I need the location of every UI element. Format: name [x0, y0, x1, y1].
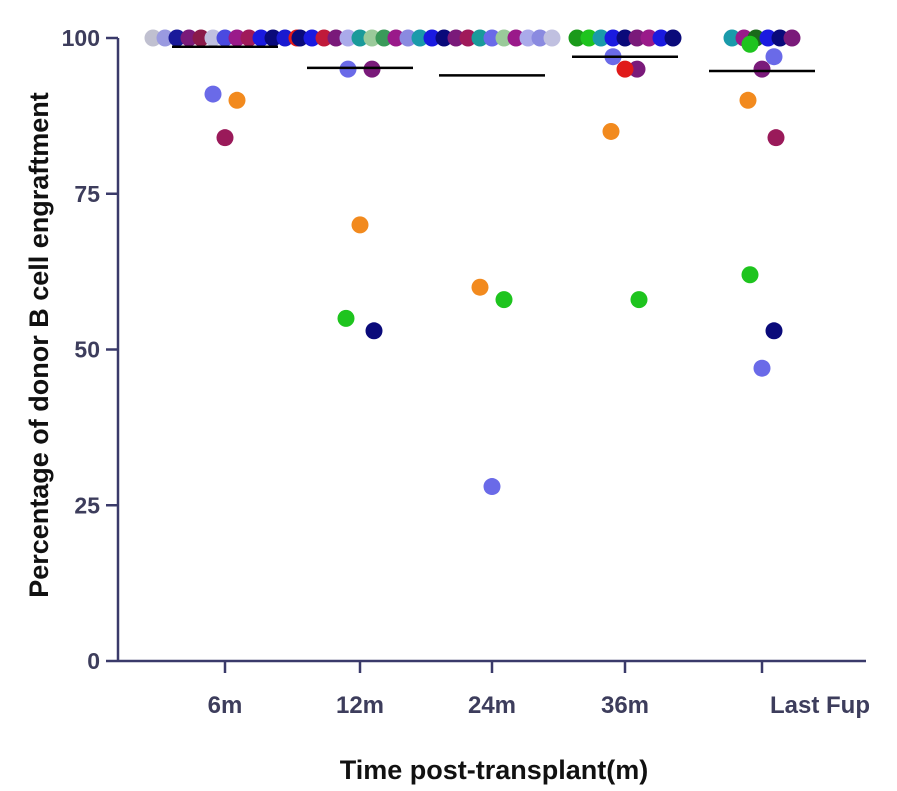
x-ticks: 6m 12m 24m 36m Last Fup	[208, 661, 870, 719]
data-point	[604, 29, 622, 47]
data-point	[276, 29, 294, 47]
data-point	[519, 29, 537, 47]
data-point	[507, 29, 525, 47]
data-point	[767, 129, 785, 147]
y-tick-label: 100	[62, 25, 100, 51]
data-point	[303, 29, 321, 47]
data-point	[351, 216, 369, 234]
data-point	[753, 359, 771, 377]
data-point	[365, 322, 383, 340]
data-point	[723, 29, 741, 47]
data-point	[602, 122, 620, 140]
data-point	[592, 29, 610, 47]
data-point	[771, 29, 789, 47]
data-point	[652, 29, 670, 47]
data-point	[495, 29, 513, 47]
data-point	[180, 29, 198, 47]
data-point	[759, 29, 777, 47]
data-point	[375, 29, 393, 47]
data-point	[351, 29, 369, 47]
data-point	[628, 29, 646, 47]
data-point	[363, 29, 381, 47]
data-point	[664, 29, 682, 47]
data-point	[483, 478, 501, 496]
data-point	[531, 29, 549, 47]
data-point	[739, 91, 757, 109]
data-point	[543, 29, 561, 47]
data-point	[204, 29, 222, 47]
y-tick-label: 75	[74, 181, 100, 207]
x-axis: 6m 12m 24m 36m Last Fup	[118, 659, 870, 719]
data-point	[580, 29, 598, 47]
data-point	[630, 291, 648, 309]
data-point	[435, 29, 453, 47]
x-tick-label: 36m	[601, 692, 649, 719]
data-point	[471, 278, 489, 296]
data-point	[471, 29, 489, 47]
data-point	[616, 29, 634, 47]
data-point	[315, 29, 333, 47]
data-point	[228, 29, 246, 47]
data-point	[252, 29, 270, 47]
data-point	[741, 35, 759, 53]
y-tick-label: 50	[74, 337, 100, 363]
data-point	[216, 129, 234, 147]
x-tick-label: 12m	[336, 692, 384, 719]
data-point	[783, 29, 801, 47]
data-point	[411, 29, 429, 47]
data-point	[616, 60, 634, 78]
data-point	[640, 29, 658, 47]
data-point	[741, 266, 759, 284]
y-tick-label: 25	[74, 492, 100, 518]
data-point	[240, 29, 258, 47]
data-point	[144, 29, 162, 47]
data-point	[337, 309, 355, 327]
data-points	[144, 29, 801, 496]
data-point	[459, 29, 477, 47]
x-tick-label: 24m	[468, 692, 516, 719]
data-point	[628, 60, 646, 78]
data-point	[204, 85, 222, 103]
data-point	[387, 29, 405, 47]
data-point	[339, 29, 357, 47]
data-point	[483, 29, 501, 47]
data-point	[168, 29, 186, 47]
data-point	[753, 60, 771, 78]
data-point	[399, 29, 417, 47]
y-tick-label: 0	[87, 648, 100, 674]
data-point	[765, 322, 783, 340]
data-point	[156, 29, 174, 47]
y-ticks: 0 25 50 75 100	[62, 25, 118, 674]
data-point	[765, 48, 783, 66]
x-tick-label: 6m	[208, 692, 243, 719]
data-point	[447, 29, 465, 47]
data-point	[264, 29, 282, 47]
data-point	[327, 29, 345, 47]
data-point	[568, 29, 586, 47]
data-point	[228, 91, 246, 109]
mean-lines	[172, 45, 815, 77]
x-axis-title: Time post-transplant(m)	[340, 755, 649, 785]
data-point	[291, 29, 309, 47]
data-point	[423, 29, 441, 47]
y-axis-title: Percentage of donor B cell engraftment	[24, 92, 54, 598]
x-tick-label: Last Fup	[770, 692, 870, 719]
data-point	[192, 29, 210, 47]
data-point	[495, 291, 513, 309]
y-axis: 0 25 50 75 100	[62, 25, 120, 674]
data-point	[216, 29, 234, 47]
